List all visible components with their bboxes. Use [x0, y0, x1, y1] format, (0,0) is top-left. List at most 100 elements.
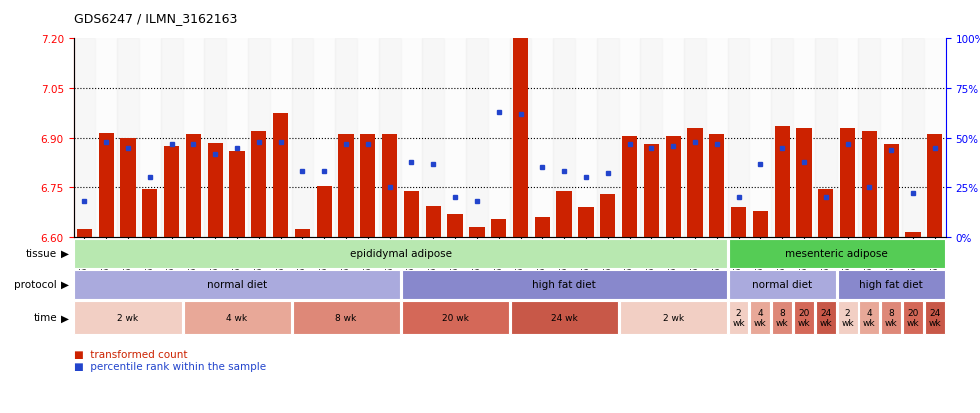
Bar — [335, 39, 357, 237]
Bar — [74, 39, 95, 237]
Bar — [208, 143, 222, 237]
Bar — [99, 133, 114, 237]
Bar — [121, 138, 135, 237]
Text: ▶: ▶ — [61, 313, 69, 323]
Text: ■  transformed count: ■ transformed count — [74, 349, 187, 359]
Bar — [535, 218, 550, 237]
Text: ▶: ▶ — [61, 280, 69, 290]
Bar — [622, 137, 637, 237]
Bar — [251, 132, 267, 237]
Bar — [618, 39, 640, 237]
Bar — [771, 39, 793, 237]
Text: 24 wk: 24 wk — [551, 313, 577, 322]
Bar — [314, 39, 335, 237]
Bar — [338, 135, 354, 237]
Bar — [270, 39, 292, 237]
Bar — [357, 39, 378, 237]
Bar — [382, 135, 397, 237]
Text: 20
wk: 20 wk — [906, 308, 919, 327]
Text: ■  percentile rank within the sample: ■ percentile rank within the sample — [74, 361, 266, 371]
Bar — [491, 219, 507, 237]
Bar — [448, 214, 463, 237]
Bar — [425, 206, 441, 237]
Bar — [444, 39, 465, 237]
Bar — [466, 39, 488, 237]
Bar — [837, 39, 858, 237]
Bar — [95, 39, 118, 237]
Bar — [378, 39, 401, 237]
Bar — [662, 39, 684, 237]
Bar — [906, 233, 920, 237]
Bar — [687, 128, 703, 237]
Bar — [553, 39, 575, 237]
Bar — [229, 152, 245, 237]
Bar — [924, 39, 946, 237]
Bar — [880, 39, 902, 237]
Text: 24
wk: 24 wk — [819, 308, 832, 327]
Bar — [161, 39, 182, 237]
Bar — [902, 39, 924, 237]
Bar — [753, 211, 768, 237]
Text: 8
wk: 8 wk — [776, 308, 789, 327]
Bar — [204, 39, 226, 237]
Text: 2
wk: 2 wk — [841, 308, 854, 327]
Bar — [884, 145, 899, 237]
Bar — [317, 186, 332, 237]
Text: 8
wk: 8 wk — [885, 308, 898, 327]
Text: 2 wk: 2 wk — [118, 313, 138, 322]
Bar — [597, 39, 618, 237]
Bar — [292, 39, 314, 237]
Text: 20
wk: 20 wk — [798, 308, 810, 327]
Bar — [513, 39, 528, 237]
Bar — [575, 39, 597, 237]
Bar — [861, 132, 877, 237]
Bar — [858, 39, 880, 237]
Bar — [840, 128, 856, 237]
Bar — [273, 114, 288, 237]
Bar — [404, 191, 419, 237]
Bar — [295, 229, 310, 237]
Text: 20 wk: 20 wk — [442, 313, 468, 322]
Bar — [927, 135, 943, 237]
Bar — [139, 39, 161, 237]
Bar — [750, 39, 771, 237]
Bar — [665, 137, 681, 237]
Bar — [644, 145, 659, 237]
Text: 2 wk: 2 wk — [662, 313, 684, 322]
Text: 4
wk: 4 wk — [863, 308, 876, 327]
Text: high fat diet: high fat diet — [859, 280, 923, 290]
Text: tissue: tissue — [25, 249, 57, 259]
Bar — [706, 39, 727, 237]
Bar — [76, 229, 92, 237]
Bar — [469, 228, 484, 237]
Bar — [774, 127, 790, 237]
Bar — [684, 39, 706, 237]
Bar — [401, 39, 422, 237]
Text: mesenteric adipose: mesenteric adipose — [785, 249, 888, 259]
Bar — [248, 39, 270, 237]
Bar — [557, 191, 571, 237]
Bar — [488, 39, 510, 237]
Text: high fat diet: high fat diet — [532, 280, 596, 290]
Text: ▶: ▶ — [61, 249, 69, 259]
Bar — [578, 208, 594, 237]
Bar — [510, 39, 531, 237]
Text: GDS6247 / ILMN_3162163: GDS6247 / ILMN_3162163 — [74, 12, 237, 25]
Text: 8 wk: 8 wk — [335, 313, 357, 322]
Bar — [142, 190, 158, 237]
Bar — [361, 135, 375, 237]
Bar — [182, 39, 204, 237]
Bar — [600, 195, 615, 237]
Bar — [531, 39, 553, 237]
Text: protocol: protocol — [14, 280, 57, 290]
Text: normal diet: normal diet — [207, 280, 268, 290]
Bar — [731, 208, 746, 237]
Bar — [186, 135, 201, 237]
Bar — [727, 39, 750, 237]
Bar — [422, 39, 444, 237]
Text: 4
wk: 4 wk — [754, 308, 766, 327]
Bar — [818, 190, 833, 237]
Bar — [164, 147, 179, 237]
Bar — [793, 39, 814, 237]
Text: 4 wk: 4 wk — [226, 313, 248, 322]
